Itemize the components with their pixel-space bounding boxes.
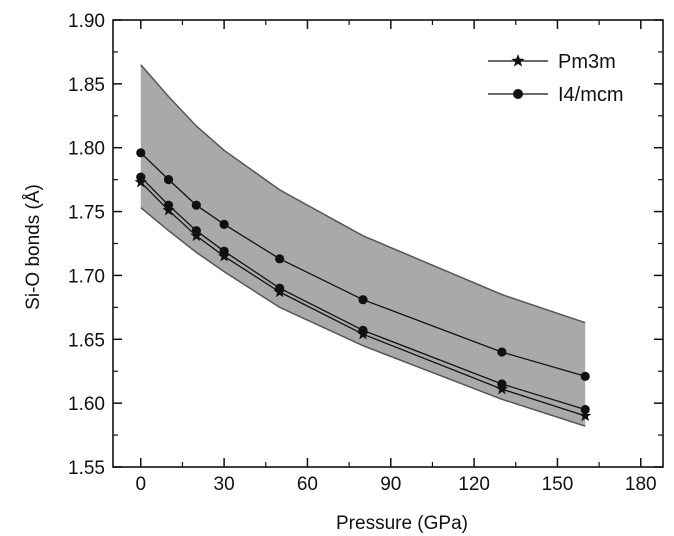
- y-tick-label: 1.65: [68, 330, 105, 351]
- y-axis-title: Si-O bonds (Å): [23, 184, 44, 310]
- band-lower-edge: [140, 207, 586, 427]
- series-2: [136, 148, 590, 381]
- legend-label: I4/mcm: [558, 84, 624, 106]
- x-tick-label: 120: [458, 474, 490, 495]
- y-tick-label: 1.60: [68, 394, 105, 415]
- shaded-band: [140, 64, 586, 427]
- series-2-point: [163, 175, 174, 185]
- shaded-band-layer: [140, 64, 586, 427]
- series-3-point: [497, 379, 507, 389]
- x-axis-title: Pressure (GPa): [336, 513, 468, 534]
- series-3-point: [163, 200, 174, 210]
- series-2-point: [497, 347, 507, 357]
- series-1-point: [579, 409, 592, 422]
- legend-item: I4/mcm: [488, 84, 624, 106]
- y-tick-label: 1.90: [68, 11, 105, 32]
- legend-label: Pm3m: [558, 51, 616, 73]
- legend-item: Pm3m: [488, 51, 616, 73]
- series-3-point: [136, 172, 146, 182]
- x-tick-label: 0: [135, 474, 146, 495]
- series-3: [136, 172, 590, 415]
- series-3-point: [580, 404, 590, 415]
- series-2-point: [580, 371, 590, 381]
- series-3-point: [219, 246, 229, 256]
- series-3-point: [275, 283, 285, 293]
- legend-circle-marker: [513, 89, 523, 99]
- series-3-point: [358, 325, 368, 335]
- x-tick-label: 150: [542, 474, 574, 495]
- legend-star-marker: [511, 54, 525, 67]
- band-upper-edge: [140, 64, 586, 324]
- series-layer: [134, 148, 592, 422]
- series-3-line: [140, 176, 586, 411]
- legend: Pm3m I4/mcm: [488, 51, 624, 106]
- axes-layer: 0 30 60 90 120 150 180 1.55 1.60 1.65 1.70 1.75 1.80…: [68, 11, 664, 495]
- x-tick-label: 180: [625, 474, 657, 495]
- y-tick-label: 1.75: [68, 203, 105, 224]
- series-2-point: [219, 219, 229, 229]
- series-2-point: [275, 254, 285, 264]
- x-tick-label: 30: [214, 474, 235, 495]
- series-2-line: [140, 152, 586, 377]
- y-tick-label: 1.80: [68, 139, 105, 160]
- y-tick-label: 1.70: [68, 266, 105, 287]
- y-tick-label: 1.85: [68, 75, 105, 96]
- series-2-point: [136, 148, 146, 158]
- series-3-point: [191, 226, 201, 236]
- series-2-point: [358, 295, 368, 305]
- series-1-line: [140, 181, 586, 417]
- y-tick-label: 1.55: [68, 458, 105, 479]
- x-tick-label: 60: [297, 474, 318, 495]
- x-tick-label: 90: [380, 474, 401, 495]
- series-2-point: [191, 200, 201, 210]
